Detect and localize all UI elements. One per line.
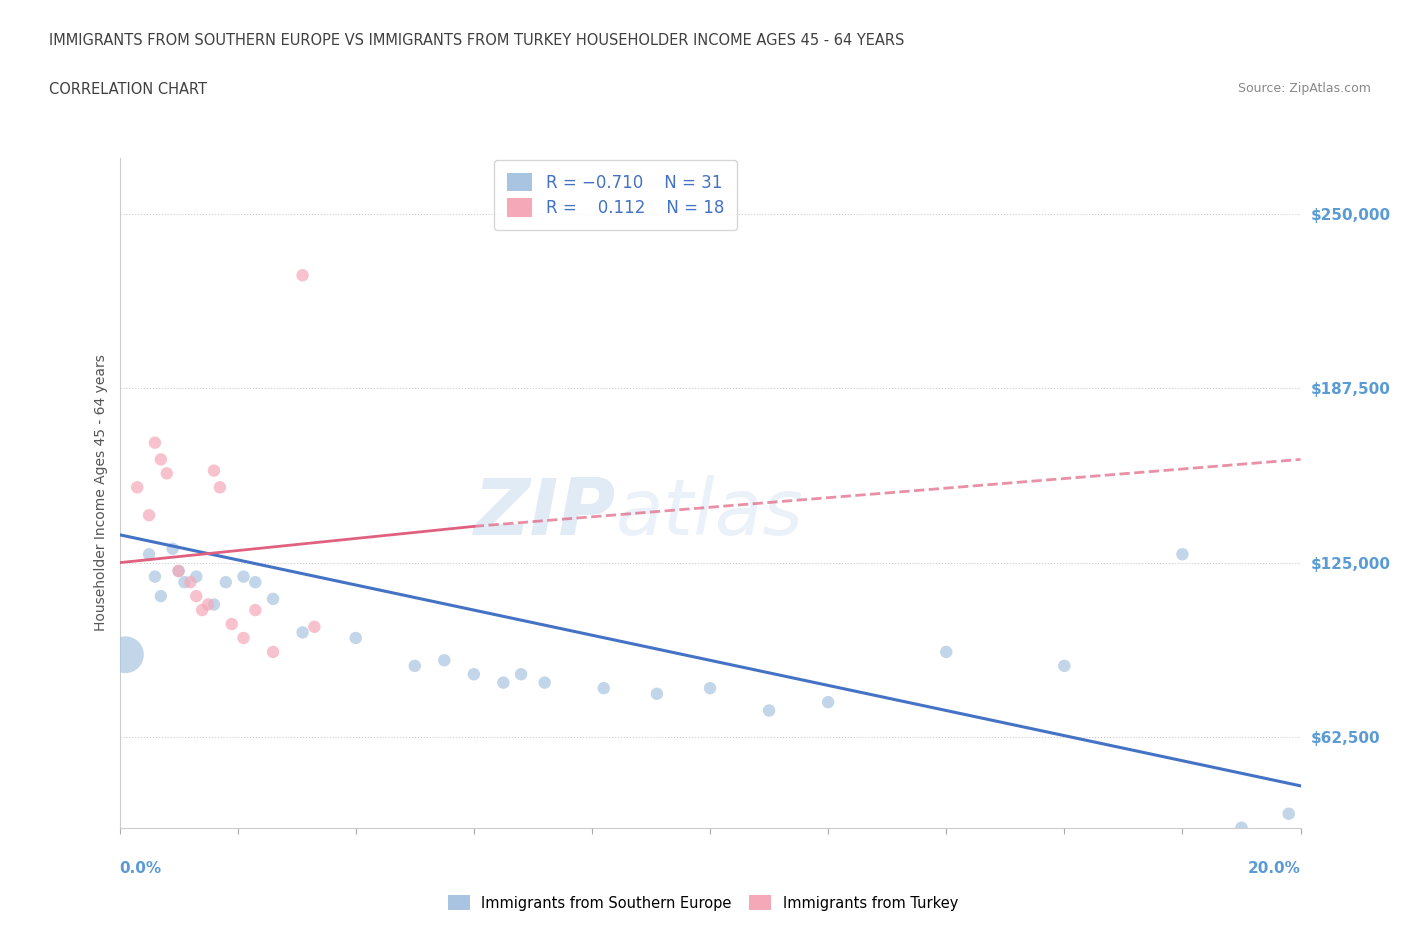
Point: [510, 667, 533, 682]
Point: [758, 703, 780, 718]
Point: [262, 591, 284, 606]
Point: [173, 575, 195, 590]
Point: [149, 589, 172, 604]
Point: [645, 686, 668, 701]
Point: [433, 653, 456, 668]
Point: [208, 480, 231, 495]
Text: Source: ZipAtlas.com: Source: ZipAtlas.com: [1237, 82, 1371, 95]
Point: [304, 619, 326, 634]
Point: [592, 681, 614, 696]
Point: [1053, 658, 1076, 673]
Point: [149, 452, 172, 467]
Text: atlas: atlas: [616, 475, 803, 551]
Point: [533, 675, 555, 690]
Point: [162, 541, 184, 556]
Point: [232, 569, 254, 584]
Y-axis label: Householder Income Ages 45 - 64 years: Householder Income Ages 45 - 64 years: [94, 354, 108, 631]
Point: [202, 597, 225, 612]
Point: [186, 569, 208, 584]
Point: [817, 695, 839, 710]
Point: [492, 675, 515, 690]
Point: [291, 268, 314, 283]
Point: [202, 463, 225, 478]
Point: [221, 617, 243, 631]
Point: [262, 644, 284, 659]
Point: [143, 435, 166, 450]
Point: [291, 625, 314, 640]
Point: [138, 508, 160, 523]
Text: 0.0%: 0.0%: [120, 861, 162, 876]
Point: [1278, 806, 1301, 821]
Point: [167, 564, 190, 578]
Text: CORRELATION CHART: CORRELATION CHART: [49, 82, 207, 97]
Point: [156, 466, 179, 481]
Point: [935, 644, 957, 659]
Point: [245, 603, 267, 618]
Text: 20.0%: 20.0%: [1247, 861, 1301, 876]
Point: [463, 667, 485, 682]
Point: [1230, 820, 1253, 835]
Text: ZIP: ZIP: [474, 475, 616, 551]
Point: [245, 575, 267, 590]
Point: [114, 647, 136, 662]
Point: [1171, 547, 1194, 562]
Point: [179, 575, 201, 590]
Point: [127, 480, 149, 495]
Text: IMMIGRANTS FROM SOUTHERN EUROPE VS IMMIGRANTS FROM TURKEY HOUSEHOLDER INCOME AGE: IMMIGRANTS FROM SOUTHERN EUROPE VS IMMIG…: [49, 33, 904, 47]
Point: [186, 589, 208, 604]
Legend: R = −0.710    N = 31, R =    0.112    N = 18: R = −0.710 N = 31, R = 0.112 N = 18: [494, 160, 737, 231]
Point: [167, 564, 190, 578]
Point: [197, 597, 219, 612]
Point: [344, 631, 367, 645]
Point: [232, 631, 254, 645]
Point: [404, 658, 426, 673]
Point: [699, 681, 721, 696]
Point: [143, 569, 166, 584]
Point: [191, 603, 214, 618]
Point: [215, 575, 238, 590]
Legend: Immigrants from Southern Europe, Immigrants from Turkey: Immigrants from Southern Europe, Immigra…: [440, 888, 966, 918]
Point: [138, 547, 160, 562]
